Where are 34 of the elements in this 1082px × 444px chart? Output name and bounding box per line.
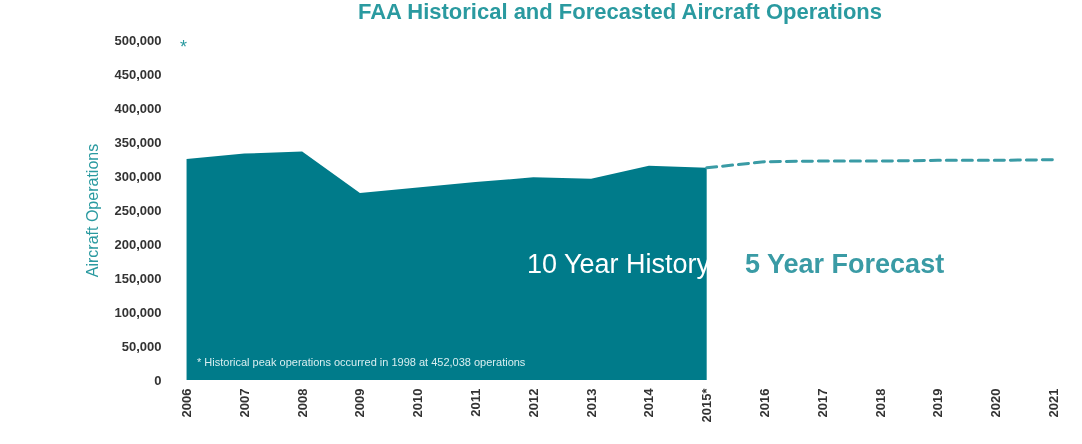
y-tick-label: 0 — [154, 372, 162, 388]
y-tick-label: 450,000 — [114, 66, 162, 82]
x-tick-label: 2006 — [179, 388, 195, 418]
x-tick-label: 2012 — [525, 388, 541, 418]
x-tick-label: 2016 — [756, 388, 772, 418]
y-tick-label: 50,000 — [121, 338, 162, 354]
x-tick-label: 2017 — [814, 388, 830, 418]
line-series — [705, 158, 1055, 170]
y-tick-label: 500,000 — [114, 32, 162, 48]
x-tick-label: 2020 — [988, 388, 1004, 418]
x-tick-label: 2019 — [930, 388, 946, 418]
x-tick-label: 2008 — [294, 388, 310, 418]
x-tick-label: 2018 — [872, 388, 888, 418]
x-tick-label: 2007 — [236, 388, 252, 418]
x-tick-label: 2021 — [1045, 388, 1061, 418]
x-tick-label: 2015* — [699, 387, 715, 423]
x-tick-label: 2011 — [468, 388, 484, 417]
y-axis-title: Aircraft Operations — [83, 143, 101, 278]
y-tick-label: 100,000 — [114, 304, 162, 320]
annotation: * — [180, 37, 188, 57]
x-tick-label: 2009 — [352, 388, 368, 418]
annotation: * Historical peak operations occurred in 1998 at 452,038 operations — [197, 356, 526, 368]
y-tick-label: 250,000 — [114, 202, 162, 218]
y-tick-label: 300,000 — [114, 168, 162, 184]
y-tick-label: 350,000 — [114, 134, 162, 150]
series-label: 10 Year History — [526, 249, 711, 279]
text: 5 Year Forecast — [745, 249, 945, 279]
x-tick-label: 2013 — [583, 388, 599, 418]
y-tick-label: 200,000 — [114, 236, 162, 252]
chart-title: FAA Historical and Forecasted Aircraft Operations — [357, 0, 883, 24]
y-tick-label: 150,000 — [114, 270, 162, 286]
x-tick-label: 2014 — [641, 387, 657, 418]
y-tick-label: 400,000 — [114, 100, 162, 116]
x-tick-label: 2010 — [410, 388, 426, 418]
